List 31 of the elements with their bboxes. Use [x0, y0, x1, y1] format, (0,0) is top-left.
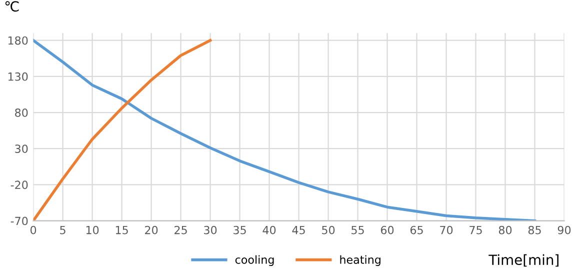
x-axis-title: Time[min]: [488, 254, 558, 267]
x-tick-label: 45: [292, 226, 305, 234]
y-tick-label: 80: [15, 108, 28, 117]
x-tick-label: 40: [262, 226, 276, 234]
x-tick-label: 15: [116, 226, 128, 234]
x-tick-label: 90: [558, 226, 571, 234]
x-tick-label: 30: [204, 226, 217, 234]
x-tick-label: 70: [440, 226, 453, 234]
x-tick-label: 10: [86, 226, 99, 234]
legend-label: heating: [340, 255, 380, 266]
y-tick-label: -20: [10, 180, 28, 190]
x-tick-label: 60: [380, 226, 394, 234]
x-tick-label: 85: [528, 226, 541, 234]
x-tick-label: 55: [352, 226, 364, 234]
x-tick-label: 5: [60, 226, 66, 234]
legend-label: cooling: [235, 255, 274, 266]
y-tick-label: 30: [15, 144, 28, 153]
y-tick-label: -70: [10, 216, 28, 226]
y-tick-label: 130: [8, 72, 28, 81]
x-tick-label: 75: [470, 226, 482, 234]
line-series: [33, 38, 212, 221]
x-tick-label: 50: [322, 226, 335, 234]
x-tick-label: 35: [234, 226, 246, 234]
y-axis-title: ℃: [5, 1, 19, 12]
x-tick-label: 25: [174, 226, 187, 234]
x-tick-label: 65: [410, 226, 423, 234]
line-series: [33, 38, 536, 221]
x-tick-label: 20: [145, 226, 158, 234]
x-tick-label: 80: [498, 226, 512, 234]
y-tick-label: 180: [8, 36, 28, 45]
x-tick-label: 0: [30, 226, 36, 234]
